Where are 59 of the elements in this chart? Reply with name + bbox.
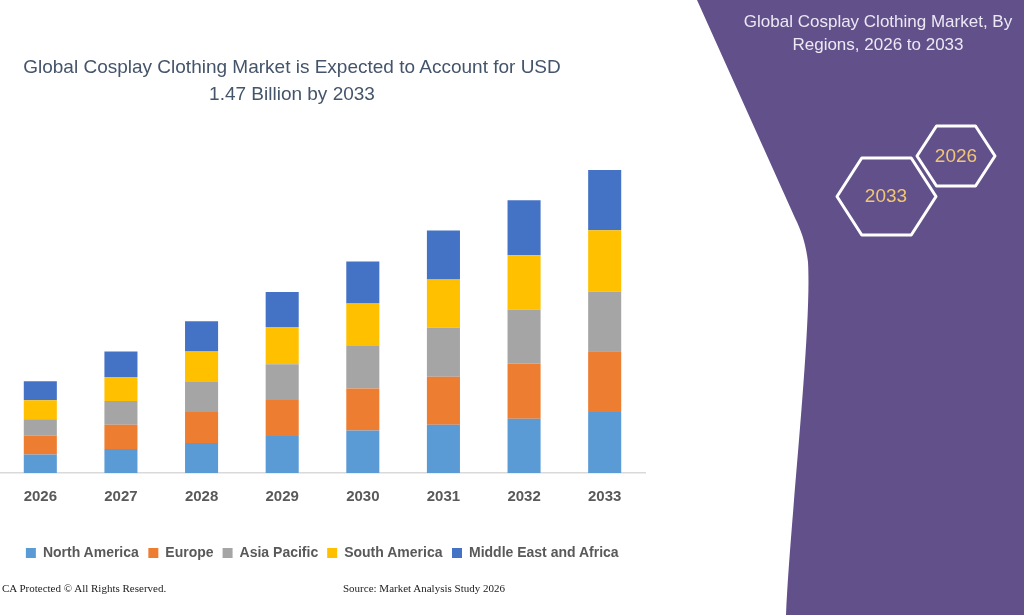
text: 2026 xyxy=(933,144,979,168)
bar xyxy=(426,424,460,473)
bar xyxy=(104,400,138,425)
legend-label: Europe xyxy=(165,543,214,560)
bar xyxy=(23,381,57,401)
bar xyxy=(588,230,622,292)
legend-label: Asia Pacific xyxy=(239,543,319,560)
bar xyxy=(426,327,460,377)
text: CA Protected © All Rights Reserved. xyxy=(2,582,167,594)
bar xyxy=(426,279,460,328)
bar xyxy=(265,364,299,400)
legend-label: North America xyxy=(42,543,140,560)
bar xyxy=(104,351,138,377)
bar xyxy=(185,351,219,383)
legend-label: Middle East and Africa xyxy=(468,543,619,560)
bar xyxy=(23,400,57,420)
bar xyxy=(346,346,380,389)
text: Global Cosplay Clothing Market, By Regions, 2026 to 2033 xyxy=(742,11,1014,56)
x-tick-label: 2028 xyxy=(184,487,219,505)
x-tick-label: 2031 xyxy=(426,487,461,505)
bar xyxy=(265,292,299,327)
legend-label: South America xyxy=(344,543,443,560)
bar xyxy=(346,261,380,304)
x-tick-label: 2029 xyxy=(265,487,299,505)
bar xyxy=(185,443,219,473)
bar xyxy=(104,424,138,450)
x-tick-label: 2033 xyxy=(588,487,622,505)
bar xyxy=(588,291,622,352)
bar xyxy=(23,454,57,473)
source-note: Source: Market Analysis Study 2026 xyxy=(343,582,505,594)
bar xyxy=(185,321,219,352)
bar xyxy=(346,388,380,431)
bar xyxy=(507,363,541,419)
x-tick-label: 2030 xyxy=(346,487,380,505)
bar xyxy=(346,430,380,473)
x-tick-label: 2026 xyxy=(23,487,57,505)
bar xyxy=(507,255,541,310)
bar xyxy=(23,419,57,436)
bar xyxy=(185,382,219,413)
bar xyxy=(346,303,380,347)
bar xyxy=(507,309,541,364)
bar xyxy=(507,200,541,256)
bar xyxy=(588,412,622,473)
bar xyxy=(265,399,299,437)
bar xyxy=(104,376,138,401)
bar xyxy=(104,449,138,473)
bar xyxy=(507,418,541,473)
chart-title: Global Cosplay Clothing Market is Expected to Account for USD 1.47 Billion by 2033 xyxy=(22,55,562,106)
bar xyxy=(426,376,460,425)
bar xyxy=(588,170,622,231)
bar xyxy=(265,436,299,473)
text: 2033 xyxy=(863,184,909,208)
x-tick-label: 2032 xyxy=(507,487,541,505)
x-tick-label: 2027 xyxy=(104,487,138,505)
bar xyxy=(23,435,57,455)
bar xyxy=(426,230,460,280)
bar xyxy=(265,326,299,365)
bar xyxy=(588,351,622,413)
bar xyxy=(185,412,219,443)
